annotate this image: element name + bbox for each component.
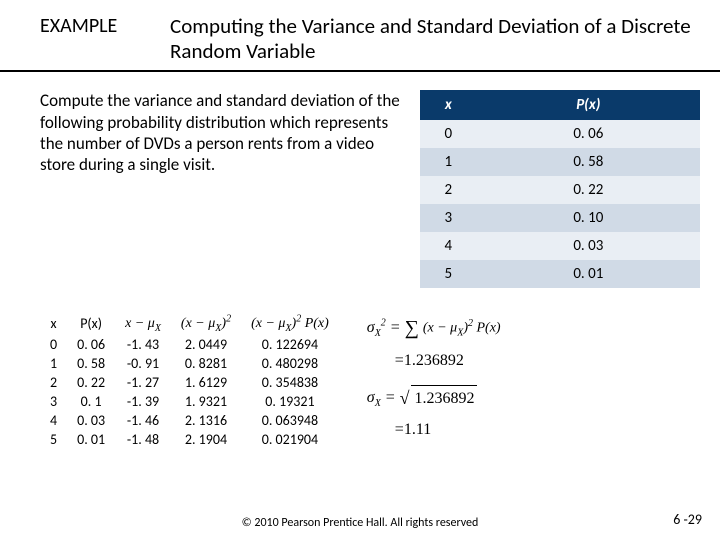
calc-cell-x: 2 [40,373,67,392]
prob-cell-x: 5 [420,260,477,288]
prob-cell-x: 2 [420,176,477,204]
prob-row: 10. 58 [420,148,700,176]
prob-row: 50. 01 [420,260,700,288]
calc-cell-dev: -1. 46 [115,411,171,430]
prob-header-px: P(x) [477,90,700,120]
problem-prompt: Compute the variance and standard deviat… [40,90,400,288]
sd-formula: σX = √1.236892 [367,384,501,413]
calc-cell-dev2px: 0. 063948 [241,411,339,430]
prob-cell-px: 0. 22 [477,176,700,204]
calc-cell-dev2: 1. 6129 [171,373,241,392]
calc-row-item: 30. 1-1. 391. 93210. 19321 [40,392,339,411]
calc-row-item: 10. 58-0. 910. 82810. 480298 [40,354,339,373]
calc-cell-px: 0. 22 [67,373,115,392]
prob-cell-px: 0. 01 [477,260,700,288]
calc-cell-dev2: 1. 9321 [171,392,241,411]
calc-row-item: 20. 22-1. 271. 61290. 354838 [40,373,339,392]
calc-cell-dev2px: 0. 021904 [241,430,339,449]
calc-cell-dev: -1. 39 [115,392,171,411]
calc-cell-x: 4 [40,411,67,430]
page-number: 6 -29 [673,511,702,528]
header-row: EXAMPLE Computing the Variance and Stand… [0,0,720,72]
probability-table: x P(x) 00. 0610. 5820. 2230. 1040. 0350.… [420,90,700,288]
slide-title: Computing the Variance and Standard Devi… [170,14,700,64]
calc-cell-dev2: 2. 0449 [171,335,241,354]
calc-cell-dev2: 0. 8281 [171,354,241,373]
calc-cell-x: 0 [40,335,67,354]
prob-row: 20. 22 [420,176,700,204]
calc-row-item: 40. 03-1. 462. 13160. 063948 [40,411,339,430]
calc-row-item: 50. 01-1. 482. 19040. 021904 [40,430,339,449]
calc-cell-px: 0. 58 [67,354,115,373]
prob-cell-px: 0. 10 [477,204,700,232]
calc-header-dev: x − μX [115,312,171,334]
variance-value: =1.236892 [395,348,501,374]
prob-cell-x: 1 [420,148,477,176]
calc-cell-dev: -1. 48 [115,430,171,449]
calc-cell-dev2: 2. 1904 [171,430,241,449]
calc-header-dev2px: (x − μX)2 P(x) [241,312,339,334]
mid-row: Compute the variance and standard deviat… [0,72,720,288]
prob-cell-px: 0. 58 [477,148,700,176]
calc-header-dev2: (x − μX)2 [171,312,241,334]
calc-cell-px: 0. 1 [67,392,115,411]
prob-row: 00. 06 [420,120,700,148]
calc-cell-dev2px: 0. 354838 [241,373,339,392]
calc-cell-px: 0. 06 [67,335,115,354]
calc-row: x P(x) x − μX (x − μX)2 (x − μX)2 P(x) 0… [0,288,720,448]
calc-cell-px: 0. 03 [67,411,115,430]
formula-area: σX2 = ∑ (x − μX)2 P(x) =1.236892 σX = √1… [367,312,501,442]
calc-cell-x: 3 [40,392,67,411]
sd-value: =1.11 [395,417,501,443]
calc-cell-dev: -0. 91 [115,354,171,373]
prob-cell-x: 3 [420,204,477,232]
calc-cell-dev2px: 0. 122694 [241,335,339,354]
prob-cell-px: 0. 03 [477,232,700,260]
prob-header-x: x [420,90,477,120]
calc-cell-dev2px: 0. 480298 [241,354,339,373]
prob-cell-x: 4 [420,232,477,260]
calc-row-item: 00. 06-1. 432. 04490. 122694 [40,335,339,354]
variance-formula: σX2 = ∑ (x − μX)2 P(x) [367,312,501,344]
calc-cell-dev2px: 0. 19321 [241,392,339,411]
calc-cell-px: 0. 01 [67,430,115,449]
calc-cell-dev: -1. 43 [115,335,171,354]
prob-cell-px: 0. 06 [477,120,700,148]
prob-cell-x: 0 [420,120,477,148]
calc-cell-x: 5 [40,430,67,449]
calc-table: x P(x) x − μX (x − μX)2 (x − μX)2 P(x) 0… [40,312,339,448]
prob-row: 30. 10 [420,204,700,232]
calc-header-x: x [40,312,67,334]
prob-row: 40. 03 [420,232,700,260]
calc-cell-dev2: 2. 1316 [171,411,241,430]
calc-cell-x: 1 [40,354,67,373]
calc-cell-dev: -1. 27 [115,373,171,392]
example-label: EXAMPLE [40,14,170,38]
copyright-footer: © 2010 Pearson Prentice Hall. All rights… [0,516,720,530]
calc-header-px: P(x) [67,312,115,334]
